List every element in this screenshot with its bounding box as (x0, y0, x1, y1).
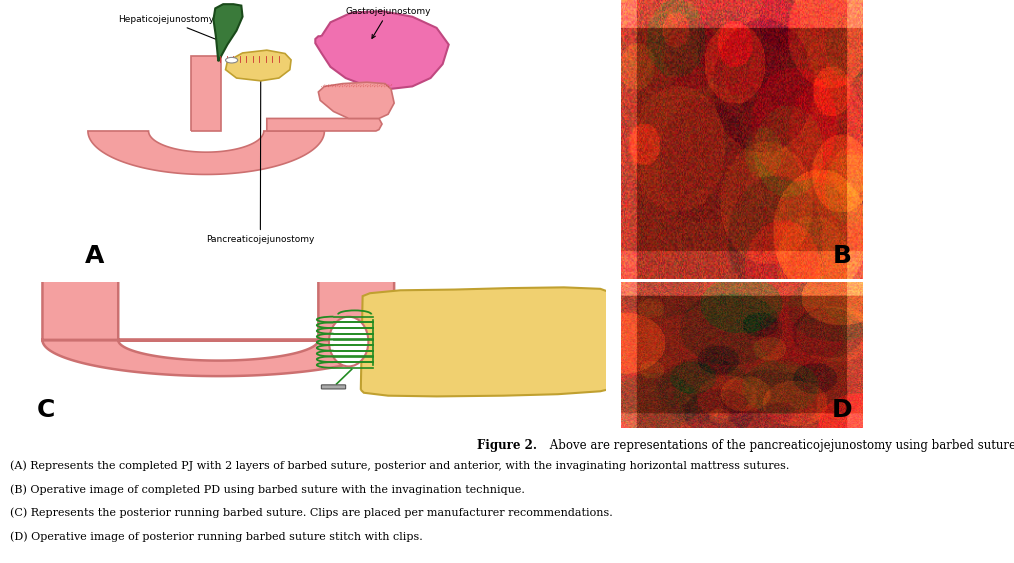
Text: (C) Represents the posterior running barbed suture. Clips are placed per manufac: (C) Represents the posterior running bar… (10, 508, 612, 519)
PathPatch shape (267, 118, 382, 131)
Text: C: C (37, 398, 55, 422)
FancyBboxPatch shape (321, 385, 346, 389)
Text: Gastrojejunostomy: Gastrojejunostomy (346, 7, 431, 38)
Text: Above are representations of the pancreaticojejunostomy using barbed suture.: Above are representations of the pancrea… (546, 439, 1014, 452)
PathPatch shape (315, 11, 449, 89)
Text: A: A (85, 244, 104, 267)
PathPatch shape (361, 287, 612, 396)
Polygon shape (43, 279, 394, 376)
Text: (B) Operative image of completed PD using barbed suture with the invagination te: (B) Operative image of completed PD usin… (10, 484, 525, 495)
PathPatch shape (213, 4, 242, 61)
Text: D: D (831, 398, 852, 422)
Text: (A) Represents the completed PJ with 2 layers of barbed suture, posterior and an: (A) Represents the completed PJ with 2 l… (10, 461, 790, 471)
Circle shape (225, 57, 237, 63)
PathPatch shape (318, 82, 394, 118)
Text: Hepaticojejunostomy: Hepaticojejunostomy (119, 15, 225, 43)
PathPatch shape (191, 56, 221, 131)
PathPatch shape (225, 50, 291, 81)
PathPatch shape (88, 131, 324, 175)
Text: Pancreaticojejunostomy: Pancreaticojejunostomy (206, 74, 314, 244)
Text: B: B (834, 244, 852, 267)
Text: Figure 2.: Figure 2. (477, 439, 537, 452)
Ellipse shape (329, 316, 368, 367)
Text: (D) Operative image of posterior running barbed suture stitch with clips.: (D) Operative image of posterior running… (10, 531, 423, 542)
